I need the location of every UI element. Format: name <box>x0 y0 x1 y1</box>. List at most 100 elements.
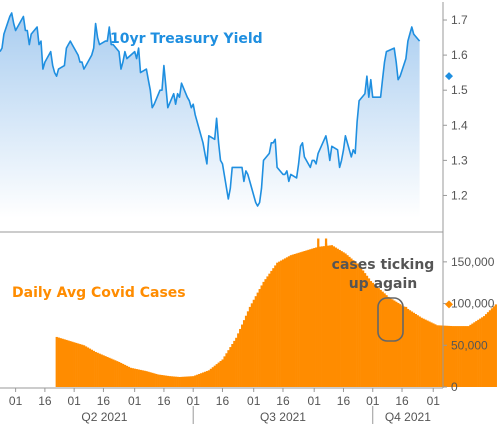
cases-bar <box>305 250 308 387</box>
cases-bar <box>63 339 66 387</box>
cases-bar <box>172 376 175 387</box>
yield-area <box>0 13 420 218</box>
cases-bar <box>451 326 455 387</box>
cases-bar <box>79 344 82 387</box>
cases-bar <box>371 282 375 387</box>
cases-tick-label: 150,000 <box>451 255 495 269</box>
cases-bar <box>201 372 205 387</box>
cases-bar <box>104 356 107 387</box>
cases-bar <box>102 355 105 387</box>
x-tick-label: 01 <box>308 394 322 408</box>
cases-bar <box>162 375 166 387</box>
cases-bar <box>282 259 285 387</box>
cases-bar <box>492 306 496 387</box>
cases-bar <box>106 356 109 387</box>
cases-bar <box>151 372 154 387</box>
cases-bar <box>180 376 183 387</box>
cases-last-value-marker <box>445 300 453 309</box>
cases-bar <box>477 319 480 387</box>
x-tick-label: 01 <box>9 394 23 408</box>
cases-bar <box>278 261 281 387</box>
cases-bar <box>241 324 244 387</box>
cases-bar <box>465 326 468 387</box>
cases-spike-bar <box>324 243 328 387</box>
cases-bar <box>483 316 486 387</box>
cases-bar <box>408 310 412 387</box>
x-tick-label: 16 <box>276 394 290 408</box>
cases-bar <box>377 288 380 387</box>
cases-bar <box>258 289 261 387</box>
cases-bar <box>346 255 349 387</box>
cases-bar <box>75 342 78 387</box>
cases-bar <box>445 325 449 387</box>
cases-bar <box>438 325 441 387</box>
cases-bar <box>84 346 88 387</box>
cases-bar <box>82 345 86 387</box>
cases-tick-label: 100,000 <box>451 297 495 311</box>
cases-bar <box>287 256 291 387</box>
cases-bar <box>121 363 125 387</box>
yield-tick-label: 1.2 <box>451 188 468 202</box>
cases-bar <box>200 373 203 387</box>
cases-bar <box>174 376 177 387</box>
cases-bar <box>395 301 398 387</box>
cases-bar <box>365 275 369 387</box>
cases-bar <box>166 375 170 387</box>
cases-bar <box>402 306 406 387</box>
cases-bar <box>410 311 414 387</box>
cases-bar <box>276 262 279 387</box>
cases-bar <box>157 374 160 387</box>
cases-bar <box>356 263 359 387</box>
cases-bar <box>237 333 240 387</box>
cases-bar <box>139 369 142 387</box>
cases-bar <box>289 255 293 387</box>
yield-tick-label: 1.6 <box>451 48 468 62</box>
cases-bar <box>176 376 179 387</box>
cases-bar <box>416 315 419 387</box>
cases-bar <box>399 304 402 387</box>
cases-bar <box>225 353 228 387</box>
cases-bar <box>184 376 187 387</box>
cases-bar <box>127 366 131 387</box>
cases-bar <box>182 376 185 387</box>
cases-bar <box>168 376 172 387</box>
annotation-line-1: cases ticking <box>332 257 435 273</box>
yield-last-value-marker <box>445 72 453 81</box>
cases-bar <box>473 322 476 387</box>
cases-bar <box>80 344 84 387</box>
cases-bar <box>422 318 425 387</box>
cases-bar <box>149 372 152 387</box>
cases-bar <box>256 292 259 387</box>
cases-bar <box>178 376 181 387</box>
cases-bar <box>100 354 103 387</box>
cases-bar <box>488 310 492 387</box>
cases-bar <box>426 320 429 387</box>
cases-bar <box>69 341 72 387</box>
cases-spike-bar <box>317 238 320 387</box>
cases-bar <box>432 323 435 387</box>
cases-bar <box>309 249 312 387</box>
cases-bar <box>311 248 314 387</box>
cases-bar <box>430 322 433 387</box>
cases-bar <box>322 246 326 387</box>
cases-bar <box>424 319 427 387</box>
cases-bar <box>274 265 277 387</box>
cases-bar <box>145 371 148 387</box>
cases-bar <box>229 347 232 387</box>
annotation-highlight-box <box>377 297 404 342</box>
cases-bar <box>233 340 236 387</box>
cases-bar <box>334 247 337 387</box>
cases-bar <box>211 367 214 387</box>
cases-bar <box>159 374 162 387</box>
cases-bar <box>455 326 458 387</box>
cases-bar <box>198 373 201 387</box>
cases-bar <box>254 296 257 387</box>
cases-bar <box>326 245 330 387</box>
yield-line <box>0 12 421 207</box>
cases-bar <box>147 371 150 387</box>
cases-bar <box>90 349 93 387</box>
cases-bar <box>469 324 472 387</box>
cases-bar <box>283 258 287 387</box>
cases-bar <box>362 270 365 387</box>
